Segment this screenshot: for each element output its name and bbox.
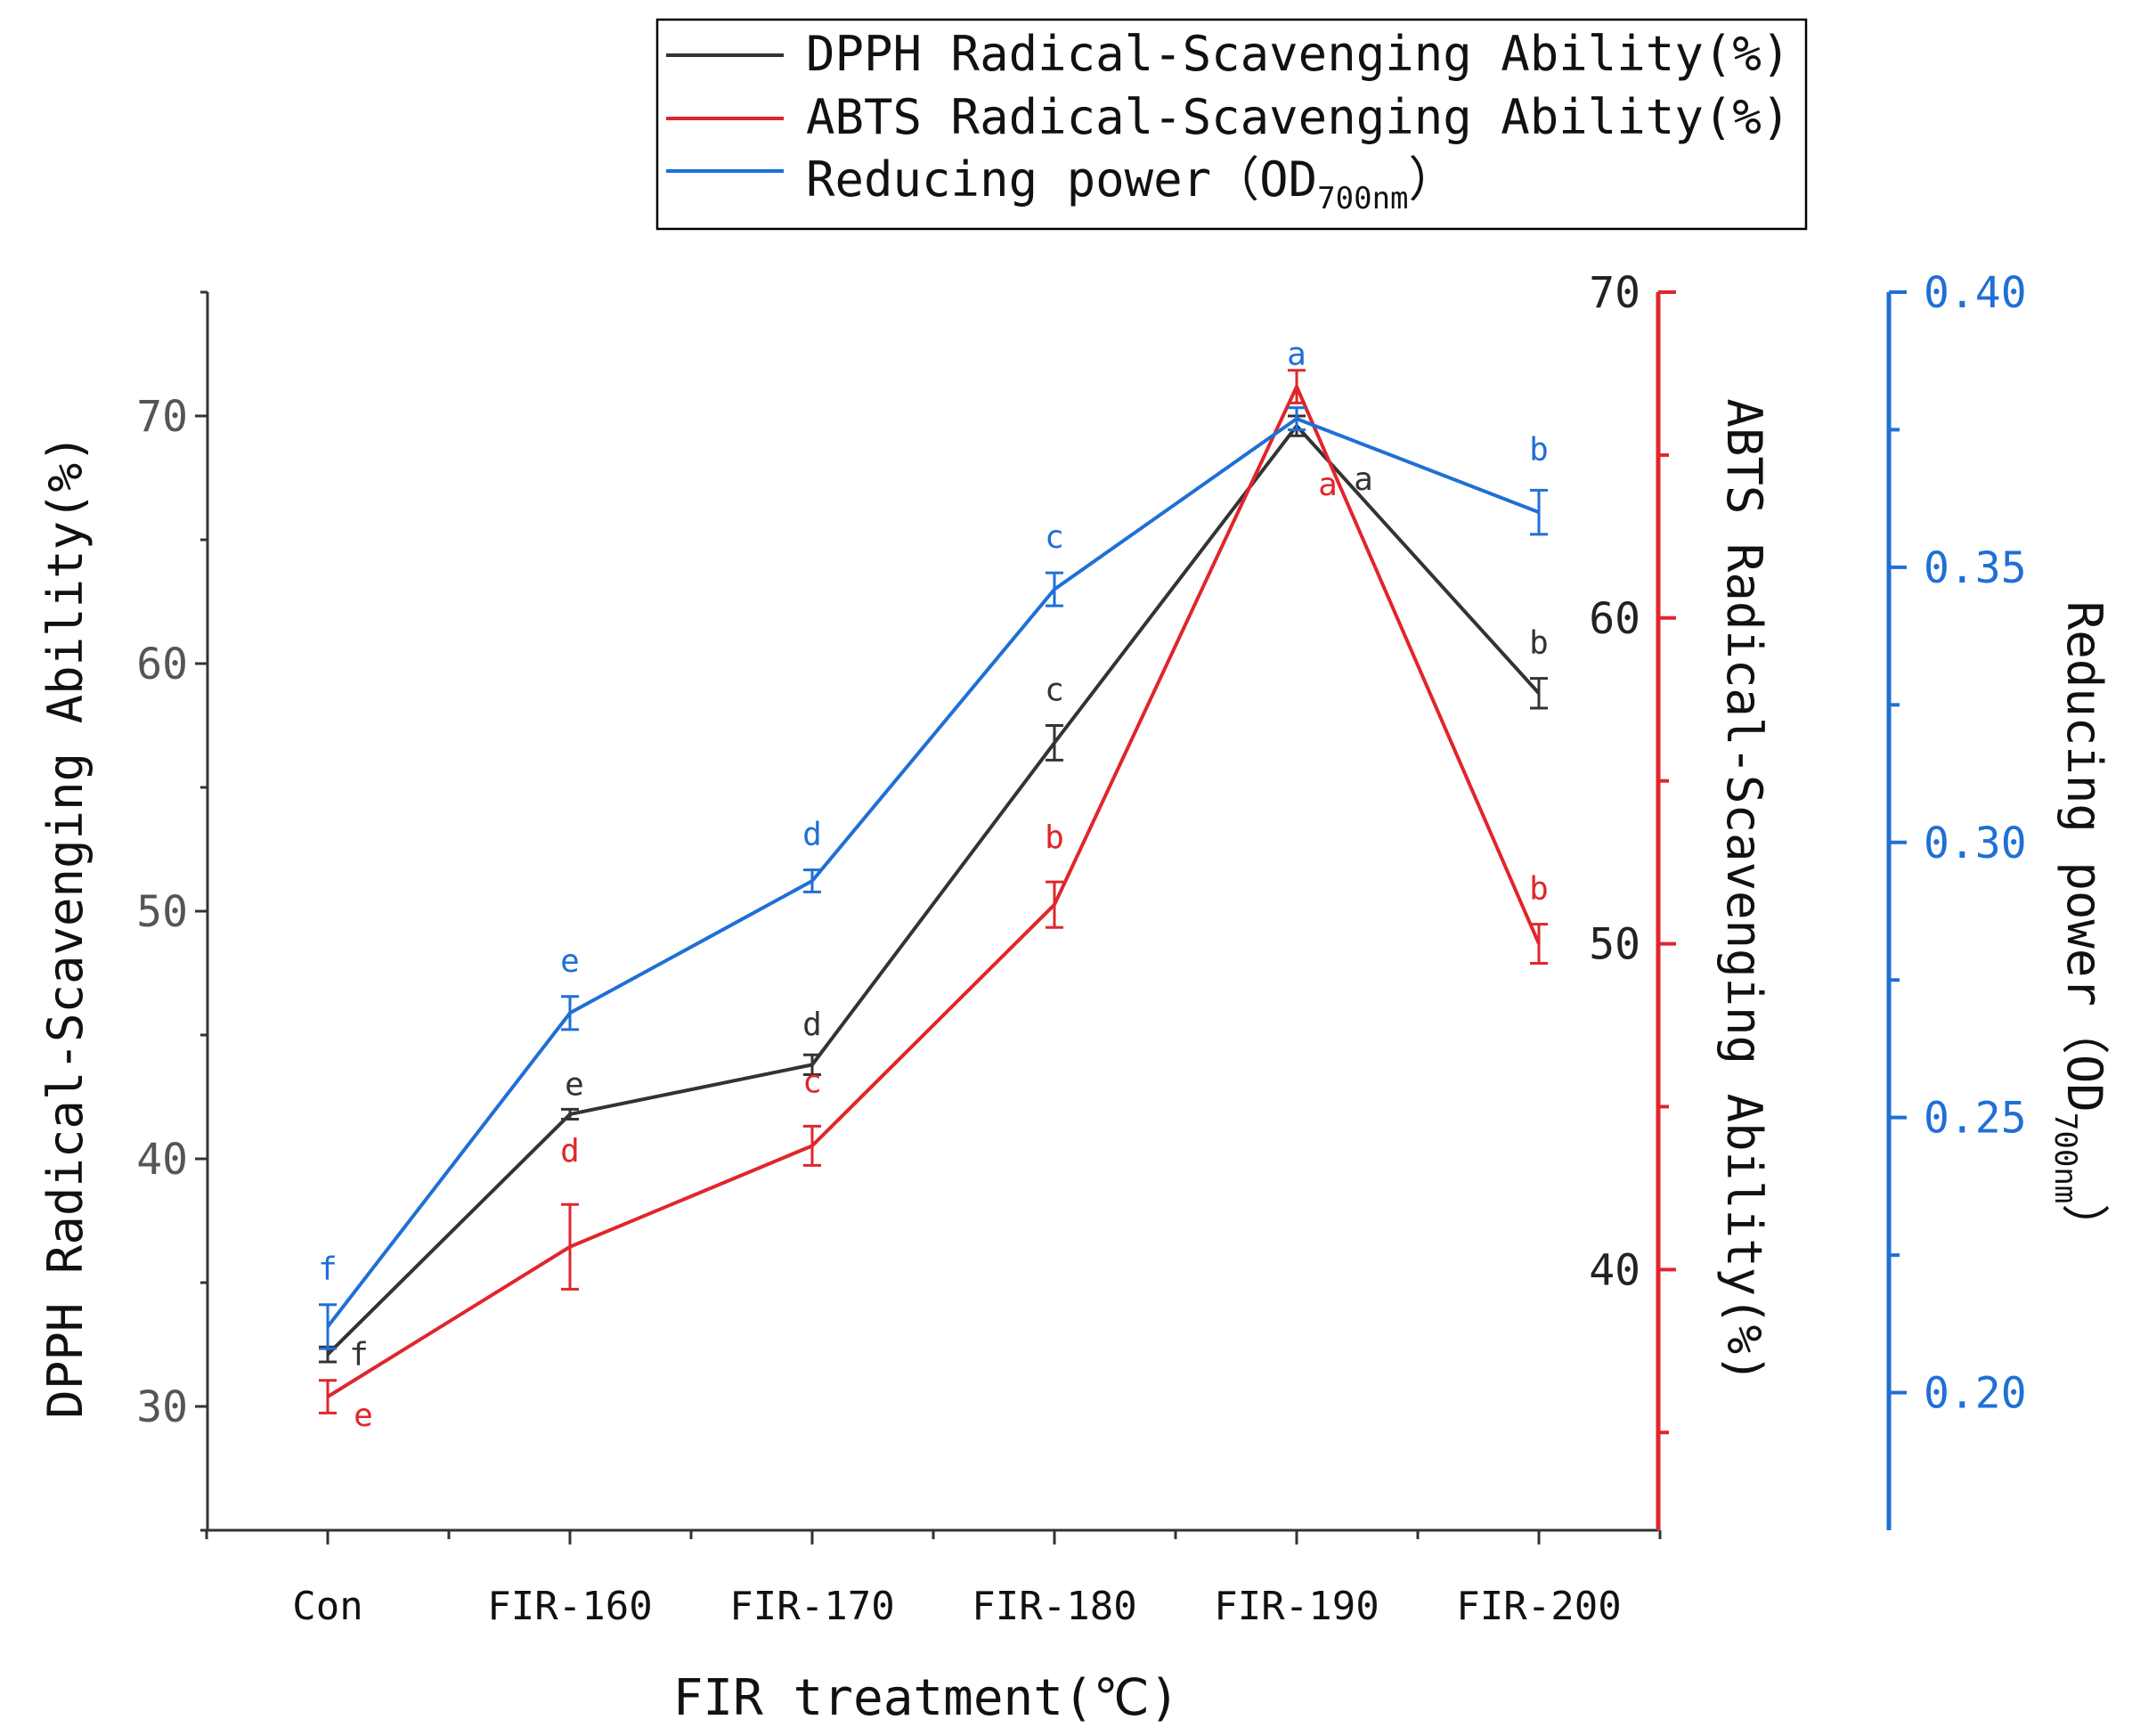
left-y-axis-ticks: 30 40 50 60 70: [136, 290, 208, 1532]
significance-letter: d: [802, 1007, 822, 1043]
reducing-y-axis-ticks: 0.20 0.25 0.30 0.35 0.40: [1889, 268, 2027, 1419]
error-bar: [803, 1053, 821, 1076]
legend-label-reducing-main: Reducing power（OD: [806, 151, 1317, 208]
legend-label-reducing-sub: 700nm: [1317, 181, 1408, 216]
significance-letter: b: [1529, 431, 1549, 468]
series-line: [326, 424, 1541, 1357]
significance-letter: f: [318, 1251, 338, 1288]
left-y-axis-title: DPPH Radical-Scavenging Ability(%): [37, 434, 94, 1418]
error-bar: [1046, 880, 1063, 929]
abts-y-tick-label: 50: [1589, 920, 1640, 970]
left-y-tick-label: 40: [136, 1135, 188, 1185]
left-y-tick-label: 30: [136, 1382, 188, 1432]
series-line: [326, 385, 1541, 1398]
error-bar: [561, 1202, 579, 1291]
error-bar: [1530, 677, 1548, 710]
significance-letter: a: [1354, 461, 1373, 498]
left-y-tick-label: 60: [136, 640, 188, 689]
abts-y-tick-label: 70: [1589, 268, 1640, 318]
reducing-y-tick-label: 0.25: [1924, 1094, 2027, 1144]
x-tick-label: FIR-190: [1214, 1584, 1379, 1629]
legend-label-abts: ABTS Radical-Scavenging Ability(%): [806, 89, 1790, 145]
x-tick-label: FIR-160: [487, 1584, 652, 1629]
abts-y-tick-label: 60: [1589, 594, 1640, 644]
error-bar: [1288, 406, 1306, 431]
error-bar: [319, 1379, 337, 1414]
significance-letter: d: [560, 1133, 580, 1170]
significance-letter: c: [802, 1064, 822, 1100]
error-bar: [1288, 369, 1306, 404]
left-y-tick-label: 70: [136, 392, 188, 442]
reducing-y-axis-title-sub: 700nm: [2047, 1113, 2083, 1203]
x-tick-label: FIR-170: [729, 1584, 894, 1629]
significance-letter: c: [1045, 519, 1064, 556]
significance-letter: e: [354, 1398, 373, 1434]
reducing-y-tick-label: 0.35: [1924, 543, 2027, 593]
reducing-y-axis-title: Reducing power（OD700nm）: [2047, 601, 2112, 1252]
error-bar: [1530, 488, 1548, 536]
reducing-y-axis-title-end: ）: [2056, 1203, 2112, 1251]
significance-letter: b: [1529, 871, 1549, 908]
abts-y-tick-label: 40: [1589, 1245, 1640, 1295]
significance-letter: a: [1287, 337, 1306, 373]
error-bar: [319, 1303, 337, 1350]
error-bar: [561, 995, 579, 1031]
legend-box: [655, 18, 1808, 231]
x-axis-title: FIR treatment(℃): [673, 1669, 1180, 1727]
x-tick-label: FIR-200: [1456, 1584, 1621, 1629]
legend-label-reducing: Reducing power（OD700nm）: [806, 151, 1457, 216]
abts-y-axis-ticks: 40 50 60 70: [1589, 268, 1676, 1435]
left-y-tick-label: 50: [136, 887, 188, 937]
legend-label-reducing-end: ）: [1409, 151, 1457, 208]
x-axis-ticks: Con FIR-160 FIR-170 FIR-180 FIR-190 FIR-200: [205, 1530, 1662, 1629]
significance-letter: b: [1045, 819, 1064, 856]
x-tick-label: Con: [292, 1584, 362, 1629]
error-bar: [561, 1107, 579, 1121]
legend: DPPH Radical-Scavenging Ability(%) ABTS …: [655, 18, 1808, 231]
significance-letter: f: [349, 1337, 369, 1373]
error-bar: [1046, 724, 1063, 762]
significance-letter: c: [1045, 672, 1064, 709]
error-bar: [1530, 923, 1548, 966]
significance-letter: a: [1318, 467, 1338, 503]
abts-y-axis-title: ABTS Radical-Scavenging Ability(%): [1716, 398, 1772, 1382]
series-line: [326, 417, 1540, 1328]
error-bar: [803, 1124, 821, 1167]
significance-letter: e: [560, 943, 580, 980]
significance-letter: d: [802, 817, 822, 853]
legend-label-dpph: DPPH Radical-Scavenging Ability(%): [806, 26, 1790, 82]
reducing-y-tick-label: 0.30: [1924, 819, 2027, 868]
significance-letter: b: [1529, 625, 1549, 662]
x-tick-label: FIR-180: [972, 1584, 1136, 1629]
significance-letter: e: [565, 1066, 584, 1103]
error-bar: [1046, 571, 1063, 607]
reducing-y-tick-label: 0.40: [1924, 268, 2027, 318]
reducing-y-tick-label: 0.20: [1924, 1369, 2027, 1419]
reducing-y-axis-title-main: Reducing power（OD: [2056, 601, 2112, 1113]
error-bar: [803, 868, 821, 893]
